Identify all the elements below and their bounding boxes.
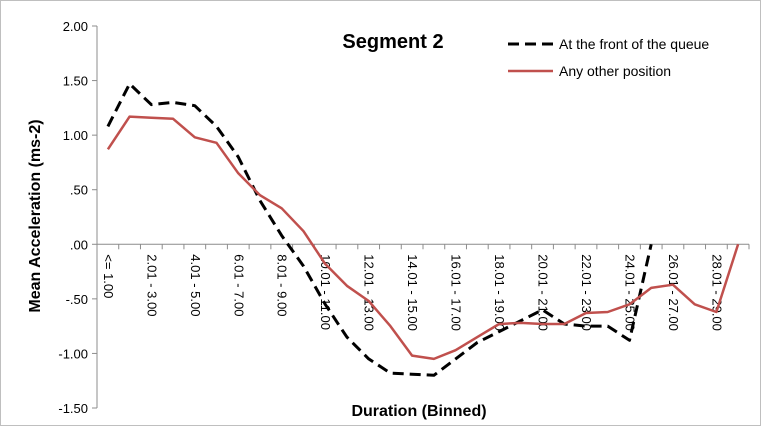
x-tick-label: 6.01 - 7.00 (231, 254, 246, 316)
y-tick-label: .00 (70, 237, 88, 252)
legend-label-other-position: Any other position (559, 63, 671, 79)
y-tick-label: 1.00 (63, 128, 88, 143)
y-tick-label: -1.00 (58, 346, 88, 361)
y-axis-title: Mean Acceleration (ms-2) (27, 119, 44, 312)
legend-label-front-of-queue: At the front of the queue (559, 36, 709, 52)
x-tick-label: 20.01 - 21.00 (536, 254, 551, 331)
x-tick-label: 2.01 - 3.00 (144, 254, 159, 316)
x-tick-label: 16.01 - 17.00 (449, 254, 464, 331)
chart-title: Segment 2 (342, 31, 443, 53)
series-line-other-position (106, 115, 740, 361)
x-tick-label: 24.01 - 25.00 (622, 254, 637, 331)
x-tick-label: <= 1.00 (101, 254, 116, 298)
y-tick-label: -.50 (66, 292, 88, 307)
x-tick-label: 8.01 - 9.00 (275, 254, 290, 316)
x-tick-label: 4.01 - 5.00 (188, 254, 203, 316)
x-tick-label: 14.01 - 15.00 (405, 254, 420, 331)
y-tick-label: -1.50 (58, 401, 88, 416)
x-tick-label: 26.01 - 27.00 (666, 254, 681, 331)
x-tick-label: 18.01 - 19.00 (492, 254, 507, 331)
series-lines (106, 82, 740, 377)
x-tick-label: 12.01 - 13.00 (362, 254, 377, 331)
legend: At the front of the queue Any other posi… (508, 36, 709, 79)
y-tick-label: .50 (70, 183, 88, 198)
x-axis-title: Duration (Binned) (351, 403, 486, 420)
series-line-front-of-queue (106, 82, 653, 377)
x-tick-label: 10.01 - 11.00 (318, 254, 333, 330)
x-tick-label: 22.01 - 23.00 (579, 254, 594, 331)
y-axis: 2.00 1.50 1.00 .50 .00 -.50 -1.00 -1.50 (58, 19, 98, 416)
y-tick-label: 2.00 (63, 19, 88, 34)
y-tick-label: 1.50 (63, 74, 88, 89)
